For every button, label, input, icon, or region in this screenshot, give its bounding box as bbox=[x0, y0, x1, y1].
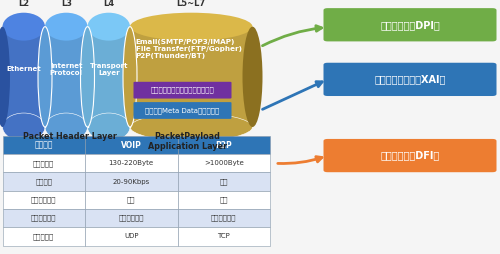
Bar bbox=[178, 172, 270, 191]
Ellipse shape bbox=[123, 27, 137, 127]
FancyBboxPatch shape bbox=[134, 82, 232, 99]
Text: Packet Header Layer: Packet Header Layer bbox=[23, 132, 117, 141]
Ellipse shape bbox=[130, 13, 252, 41]
Ellipse shape bbox=[0, 27, 10, 127]
Text: P2P: P2P bbox=[216, 140, 232, 150]
Ellipse shape bbox=[2, 13, 45, 41]
FancyBboxPatch shape bbox=[324, 63, 496, 96]
Text: Ethernet: Ethernet bbox=[6, 66, 41, 72]
Text: Internet
Protocol: Internet Protocol bbox=[50, 63, 83, 76]
Text: 数据包大小: 数据包大小 bbox=[33, 160, 54, 167]
Bar bbox=[178, 136, 270, 154]
Text: 多个目标地址: 多个目标地址 bbox=[211, 215, 236, 221]
Text: 较长: 较长 bbox=[220, 197, 228, 203]
Text: 连接持续时间: 连接持续时间 bbox=[31, 197, 56, 203]
Bar bbox=[2, 136, 85, 154]
Bar bbox=[2, 191, 85, 209]
Text: 传输速率: 传输速率 bbox=[36, 178, 52, 185]
Text: 精细识别数据包中报文文本特征字: 精细识别数据包中报文文本特征字 bbox=[150, 87, 214, 93]
FancyBboxPatch shape bbox=[324, 139, 496, 172]
Ellipse shape bbox=[130, 113, 252, 141]
Text: L4: L4 bbox=[103, 0, 115, 8]
Bar bbox=[85, 209, 178, 227]
Text: L5~L7: L5~L7 bbox=[176, 0, 206, 8]
Text: UDP: UDP bbox=[124, 233, 138, 240]
Text: 深度包检测（DPI）: 深度包检测（DPI） bbox=[380, 20, 440, 30]
Bar bbox=[2, 172, 85, 191]
Bar bbox=[130, 27, 252, 127]
FancyBboxPatch shape bbox=[134, 102, 232, 119]
Text: Transport
Layer: Transport Layer bbox=[90, 63, 128, 76]
Text: 较高: 较高 bbox=[220, 178, 228, 185]
Text: 可扩展应用识别（XAI）: 可扩展应用识别（XAI） bbox=[374, 74, 446, 84]
Bar bbox=[85, 154, 178, 172]
Text: 精细识别Meta Data应用元信息: 精细识别Meta Data应用元信息 bbox=[146, 107, 220, 114]
Text: 单一目标地址: 单一目标地址 bbox=[118, 215, 144, 221]
Bar bbox=[85, 227, 178, 246]
Text: PacketPayload
Application Layer: PacketPayload Application Layer bbox=[148, 132, 227, 151]
Bar bbox=[2, 209, 85, 227]
Ellipse shape bbox=[38, 27, 52, 127]
Text: 20-90Kbps: 20-90Kbps bbox=[112, 179, 150, 185]
Bar bbox=[2, 154, 85, 172]
Text: Email(SMTP/POP3/IMAP)
File Transfer(FTP/Gopher)
P2P(Thunder/BT): Email(SMTP/POP3/IMAP) File Transfer(FTP/… bbox=[136, 39, 242, 59]
Text: 深度流检测（DFI）: 深度流检测（DFI） bbox=[380, 151, 440, 161]
Bar bbox=[2, 27, 45, 127]
Ellipse shape bbox=[88, 13, 130, 41]
Ellipse shape bbox=[80, 27, 94, 127]
Text: 流量特征: 流量特征 bbox=[34, 140, 53, 150]
Bar bbox=[2, 227, 85, 246]
Text: TCP: TCP bbox=[218, 233, 230, 240]
Bar bbox=[88, 27, 130, 127]
Ellipse shape bbox=[88, 113, 130, 141]
Ellipse shape bbox=[242, 27, 262, 127]
Text: VOIP: VOIP bbox=[121, 140, 142, 150]
Text: 连接目标地址: 连接目标地址 bbox=[31, 215, 56, 221]
Text: 传输层协议: 传输层协议 bbox=[33, 233, 54, 240]
Ellipse shape bbox=[45, 13, 88, 41]
Text: L2: L2 bbox=[18, 0, 30, 8]
Bar bbox=[45, 27, 88, 127]
Bar bbox=[178, 191, 270, 209]
FancyBboxPatch shape bbox=[324, 8, 496, 41]
Text: L3: L3 bbox=[61, 0, 72, 8]
Bar bbox=[178, 154, 270, 172]
Bar bbox=[85, 136, 178, 154]
Bar bbox=[85, 191, 178, 209]
Text: 130-220Byte: 130-220Byte bbox=[108, 160, 154, 166]
Ellipse shape bbox=[2, 113, 45, 141]
Text: 较长: 较长 bbox=[127, 197, 136, 203]
Bar bbox=[178, 209, 270, 227]
Bar bbox=[85, 172, 178, 191]
Text: >1000Byte: >1000Byte bbox=[204, 160, 244, 166]
Ellipse shape bbox=[45, 113, 88, 141]
Bar bbox=[178, 227, 270, 246]
